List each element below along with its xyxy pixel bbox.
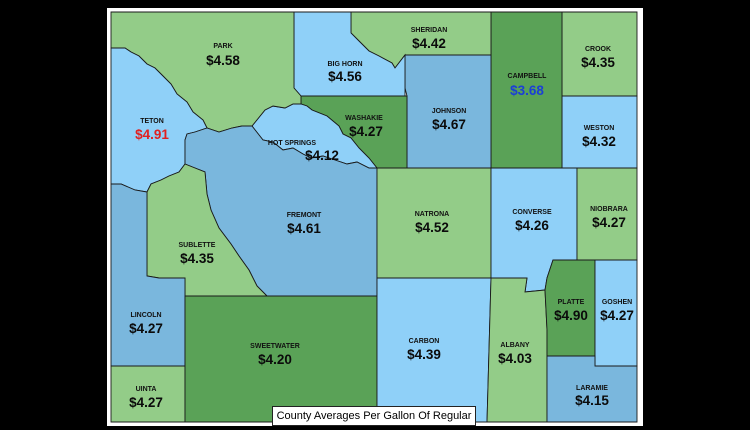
county-niobrara[interactable] <box>576 167 638 261</box>
label-lincoln: LINCOLN $4.27 <box>129 312 163 336</box>
county-price: $4.42 <box>412 36 446 51</box>
county-price: $4.12 <box>305 148 339 163</box>
county-weston[interactable] <box>561 95 638 169</box>
county-name: JOHNSON <box>432 108 467 115</box>
county-name: CONVERSE <box>512 209 552 216</box>
county-price-highest: $4.91 <box>135 127 169 142</box>
label-crook: CROOK $4.35 <box>581 46 615 70</box>
label-sublette: SUBLETTE $4.35 <box>179 242 216 266</box>
county-price: $4.58 <box>206 53 240 68</box>
map-caption: County Averages Per Gallon Of Regular <box>272 406 476 426</box>
county-price: $4.61 <box>287 221 321 236</box>
label-laramie: LARAMIE $4.15 <box>575 385 609 408</box>
county-name: PARK <box>213 43 232 50</box>
county-price-lowest: $3.68 <box>510 83 544 98</box>
county-price: $4.56 <box>328 69 362 84</box>
label-campbell: CAMPBELL $3.68 <box>508 73 548 98</box>
county-name: WASHAKIE <box>345 115 383 122</box>
county-name: NATRONA <box>415 211 449 218</box>
label-sweetwater: SWEETWATER $4.20 <box>250 343 300 367</box>
county-name: UINTA <box>136 386 157 393</box>
label-johnson: JOHNSON $4.67 <box>432 108 467 132</box>
label-washakie: WASHAKIE $4.27 <box>345 115 383 139</box>
county-name: CAMPBELL <box>508 73 548 80</box>
county-price: $4.15 <box>575 393 609 408</box>
label-hot-springs: HOT SPRINGS $4.12 <box>268 140 339 163</box>
label-fremont: FREMONT $4.61 <box>287 212 322 236</box>
county-price: $4.03 <box>498 351 532 366</box>
label-platte: PLATTE $4.90 <box>554 299 588 323</box>
county-name: SHERIDAN <box>411 27 448 34</box>
county-price: $4.52 <box>415 220 449 235</box>
county-name: WESTON <box>584 125 615 132</box>
county-uinta[interactable] <box>110 365 186 423</box>
county-price: $4.27 <box>349 124 383 139</box>
county-price: $4.26 <box>515 218 549 233</box>
county-name: CROOK <box>585 46 611 53</box>
label-park: PARK $4.58 <box>206 43 240 68</box>
county-name: SUBLETTE <box>179 242 216 249</box>
county-price: $4.27 <box>129 395 163 410</box>
label-goshen: GOSHEN $4.27 <box>600 299 634 323</box>
county-laramie[interactable] <box>546 355 638 423</box>
county-price: $4.35 <box>581 55 615 70</box>
county-crook[interactable] <box>561 11 638 97</box>
county-name: NIOBRARA <box>590 206 628 213</box>
label-natrona: NATRONA $4.52 <box>415 211 449 235</box>
county-price: $4.27 <box>592 215 626 230</box>
county-price: $4.39 <box>407 347 441 362</box>
county-name: LARAMIE <box>576 385 608 392</box>
label-weston: WESTON $4.32 <box>582 125 616 149</box>
county-price: $4.32 <box>582 134 616 149</box>
label-sheridan: SHERIDAN $4.42 <box>411 27 448 51</box>
county-name: SWEETWATER <box>250 343 300 350</box>
label-carbon: CARBON $4.39 <box>407 338 441 362</box>
county-albany[interactable] <box>486 277 548 423</box>
label-uinta: UINTA $4.27 <box>129 386 163 410</box>
county-price: $4.20 <box>258 352 292 367</box>
county-price: $4.35 <box>180 251 214 266</box>
county-name: GOSHEN <box>602 299 632 306</box>
wyoming-county-map: PARK $4.58 BIG HORN $4.56 SHERIDAN $4.42… <box>110 11 638 423</box>
county-name: HOT SPRINGS <box>268 140 317 147</box>
label-albany: ALBANY $4.03 <box>498 342 532 366</box>
label-converse: CONVERSE $4.26 <box>512 209 552 233</box>
label-big-horn: BIG HORN $4.56 <box>328 61 363 84</box>
map-frame: PARK $4.58 BIG HORN $4.56 SHERIDAN $4.42… <box>107 8 643 426</box>
county-price: $4.27 <box>129 321 163 336</box>
label-teton: TETON $4.91 <box>135 118 169 142</box>
county-price: $4.90 <box>554 308 588 323</box>
county-name: PLATTE <box>558 299 585 306</box>
county-name: CARBON <box>409 338 440 345</box>
county-price: $4.67 <box>432 117 466 132</box>
county-name: LINCOLN <box>130 312 161 319</box>
county-name: FREMONT <box>287 212 322 219</box>
county-name: ALBANY <box>500 342 529 349</box>
county-price: $4.27 <box>600 308 634 323</box>
county-name: BIG HORN <box>328 61 363 68</box>
label-niobrara: NIOBRARA $4.27 <box>590 206 628 230</box>
county-name: TETON <box>140 118 164 125</box>
